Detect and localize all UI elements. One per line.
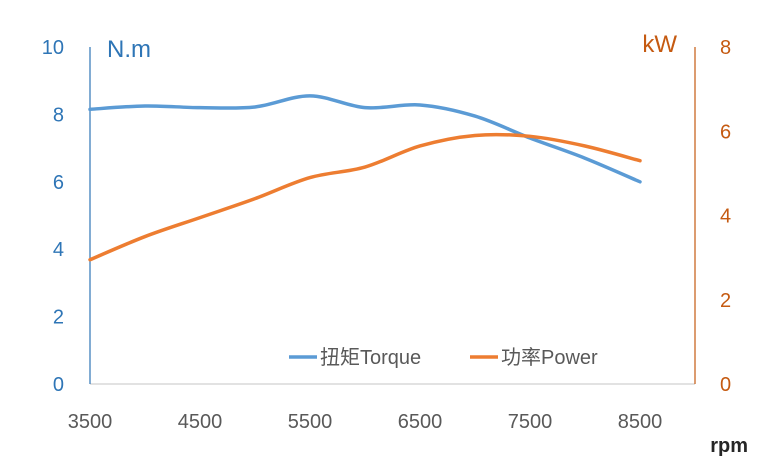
x-tick-label: 3500 — [68, 411, 113, 433]
y-right-tick-label: 0 — [720, 374, 731, 396]
axes: 0 2 4 6 8 10 0 2 4 6 8 3500 4500 5500 6500 7500 8500 — [42, 37, 731, 433]
x-tick-label: 7500 — [508, 411, 553, 433]
y-left-tick-label: 8 — [53, 104, 64, 126]
x-tick-label: 6500 — [398, 411, 443, 433]
y-left-tick-label: 2 — [53, 307, 64, 329]
y-left-tick-label: 0 — [53, 374, 64, 396]
y-axis-right-label: kW — [642, 31, 677, 58]
y-left-tick-label: 10 — [42, 37, 64, 59]
y-right-tick-label: 4 — [720, 206, 731, 228]
x-tick-label: 5500 — [288, 411, 333, 433]
y-axis-left-label: N.m — [107, 36, 151, 63]
y-right-tick-label: 6 — [720, 121, 731, 143]
y-left-tick-label: 6 — [53, 172, 64, 194]
legend-label: 扭矩Torque — [320, 346, 421, 369]
x-tick-label: 8500 — [618, 411, 663, 433]
y-left-tick-label: 4 — [53, 239, 64, 261]
legend: 扭矩Torque 功率Power — [289, 346, 598, 369]
x-axis-label: rpm — [710, 435, 748, 457]
power-series-line — [88, 132, 642, 262]
y-right-tick-label: 2 — [720, 290, 731, 312]
series-lines — [88, 94, 642, 262]
torque-series-line — [88, 94, 642, 184]
legend-label: 功率Power — [501, 346, 598, 369]
x-tick-label: 4500 — [178, 411, 223, 433]
y-right-tick-label: 8 — [720, 37, 731, 59]
